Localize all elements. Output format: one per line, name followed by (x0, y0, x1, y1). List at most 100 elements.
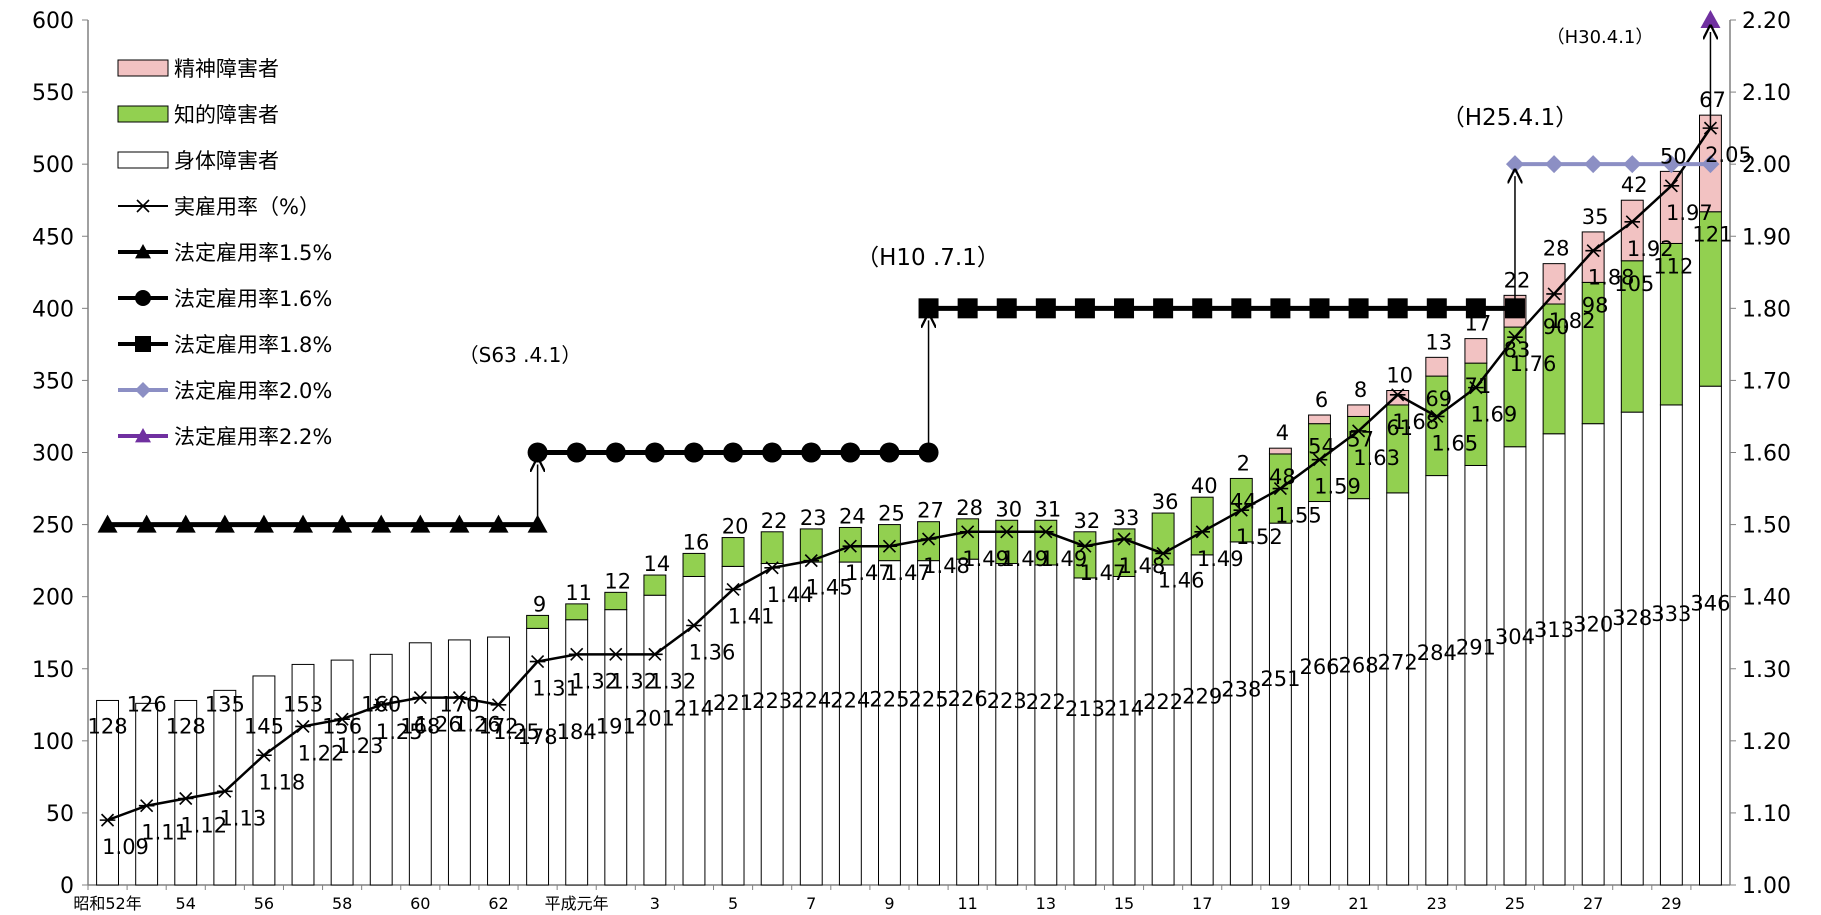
marker-statutory (488, 514, 509, 533)
marker-actual-rate (1350, 424, 1367, 438)
x-tick-label: 27 (1583, 894, 1603, 913)
label-intellectual: 83 (1504, 338, 1531, 362)
marker-statutory (1465, 298, 1486, 319)
label-physical: 201 (635, 707, 675, 731)
marker-actual-rate (1272, 481, 1289, 496)
marker-statutory (527, 442, 548, 463)
bar-physical (213, 689, 237, 886)
bar-physical (1425, 475, 1449, 886)
marker-actual-rate (568, 647, 585, 661)
y-left-tick-label: 50 (46, 802, 74, 827)
label-mental: 67 (1699, 88, 1726, 112)
legend-label: 法定雇用率2.0% (174, 379, 332, 403)
marker-actual-rate (842, 539, 859, 553)
bar-physical (878, 560, 901, 886)
label-physical: 128 (166, 715, 206, 739)
marker-statutory (840, 442, 861, 463)
y-right-tick-label: 1.30 (1742, 658, 1791, 683)
label-mental: 8 (1354, 378, 1367, 402)
label-intellectual: 27 (917, 499, 944, 523)
label-physical: 320 (1573, 612, 1613, 636)
legend-marker (135, 290, 151, 306)
y-right-tick-label: 1.40 (1742, 586, 1791, 611)
marker-actual-rate (490, 698, 507, 712)
bar-physical (995, 563, 1019, 886)
marker-actual-rate (99, 813, 116, 827)
y-left-tick-label: 200 (32, 586, 74, 611)
label-physical: 221 (713, 691, 753, 715)
marker-actual-rate (1389, 388, 1406, 402)
x-tick-label: 29 (1661, 894, 1681, 913)
label-actual-rate: 1.41 (728, 604, 775, 628)
bar-physical (643, 594, 667, 886)
bar-intellectual (956, 518, 980, 560)
bar-physical (1386, 492, 1410, 886)
label-intellectual: 28 (956, 496, 983, 520)
label-physical: 156 (322, 715, 362, 739)
legend-marker (135, 382, 151, 398)
bar-physical (330, 659, 354, 886)
bar-physical (1112, 575, 1136, 886)
label-actual-rate: 1.68 (1392, 410, 1439, 434)
y-left-tick-label: 250 (32, 514, 74, 539)
label-actual-rate: 1.55 (1275, 504, 1322, 528)
label-actual-rate: 1.23 (337, 734, 384, 758)
marker-statutory (879, 442, 900, 463)
label-intellectual: 98 (1582, 293, 1609, 317)
x-tick-label: 62 (488, 894, 508, 913)
label-actual-rate: 1.32 (610, 669, 657, 693)
label-intellectual: 61 (1386, 416, 1413, 440)
y-right-tick-label: 1.80 (1742, 297, 1791, 322)
bar-physical (604, 609, 628, 886)
y-left-tick-label: 600 (32, 9, 74, 34)
y-right-tick-label: 1.20 (1742, 730, 1791, 755)
label-intellectual: 33 (1113, 506, 1140, 530)
bar-physical (369, 653, 393, 886)
marker-statutory (136, 514, 157, 533)
marker-actual-rate (529, 654, 546, 669)
marker-actual-rate (1585, 244, 1601, 258)
bar-physical (565, 619, 589, 886)
marker-actual-rate (1468, 381, 1484, 395)
label-actual-rate: 1.09 (102, 835, 149, 859)
bar-physical (1581, 423, 1605, 886)
marker-actual-rate (334, 712, 350, 726)
marker-statutory (1074, 298, 1095, 319)
marker-statutory (371, 514, 392, 533)
label-physical: 223 (752, 689, 792, 713)
label-intellectual: 71 (1465, 374, 1492, 398)
marker-statutory (1348, 298, 1369, 319)
line-actual-rate (107, 127, 1712, 822)
marker-statutory (97, 514, 118, 533)
label-intellectual: 121 (1692, 223, 1732, 247)
label-physical: 238 (1221, 677, 1261, 701)
label-physical: 222 (1026, 690, 1066, 714)
label-intellectual: 69 (1425, 387, 1452, 411)
x-tick-label: 7 (806, 894, 816, 913)
bar-mental (1347, 404, 1371, 417)
annotation-text: （H25.4.1） (1442, 105, 1578, 131)
bar-physical (799, 561, 823, 886)
marker-statutory (1035, 298, 1056, 319)
marker-statutory (723, 442, 744, 463)
label-actual-rate: 1.26 (415, 713, 462, 737)
x-tick-label: 19 (1270, 894, 1290, 913)
label-physical: 224 (791, 688, 831, 712)
x-tick-label: 23 (1427, 894, 1447, 913)
label-actual-rate: 1.22 (298, 741, 345, 765)
legend-marker (135, 428, 151, 443)
legend-label: 法定雇用率1.5% (174, 241, 332, 265)
x-tick-label: 58 (332, 894, 352, 913)
bar-intellectual (799, 528, 823, 563)
label-physical: 291 (1456, 635, 1496, 659)
legend-swatch (117, 105, 169, 123)
label-physical: 225 (869, 688, 909, 712)
label-mental: 35 (1582, 205, 1609, 229)
bar-intellectual (565, 603, 589, 621)
lines (97, 10, 1721, 827)
label-actual-rate: 1.52 (1236, 525, 1283, 549)
y-left-tick-label: 300 (32, 442, 74, 467)
bar-intellectual (682, 552, 706, 577)
bar-physical (1073, 577, 1097, 886)
